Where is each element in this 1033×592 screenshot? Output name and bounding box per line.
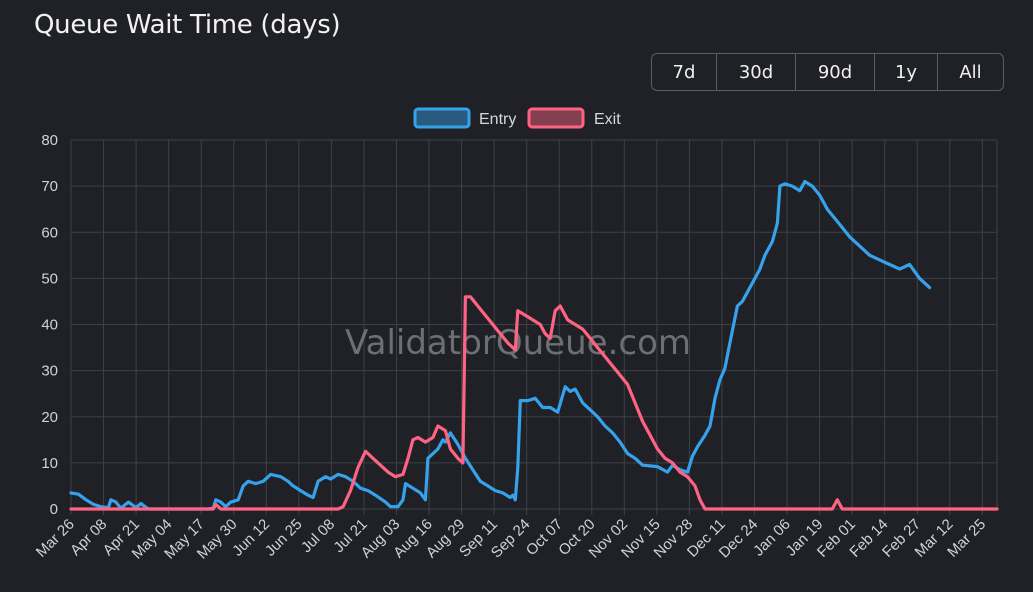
- y-tick-label: 10: [41, 455, 58, 472]
- legend-exit-label[interactable]: Exit: [594, 111, 621, 128]
- page-title: Queue Wait Time (days): [34, 10, 341, 40]
- x-tick-label: Jun 25: [262, 516, 306, 560]
- y-tick-label: 50: [41, 270, 58, 287]
- legend-entry-swatch[interactable]: [413, 107, 471, 129]
- range-7d-button[interactable]: 7d: [652, 54, 716, 90]
- x-tick-label: Mar 26: [33, 516, 78, 561]
- legend-exit-swatch[interactable]: [527, 107, 585, 129]
- y-tick-label: 70: [41, 178, 58, 195]
- series-line-entry: [69, 179, 932, 511]
- y-axis: 0 10 20 30 40 50 60 70 80: [41, 132, 58, 518]
- range-1y-button[interactable]: 1y: [874, 54, 937, 90]
- legend-entry-label[interactable]: Entry: [479, 111, 516, 128]
- y-tick-label: 30: [41, 363, 58, 380]
- y-tick-label: 60: [41, 224, 58, 241]
- y-tick-label: 0: [50, 501, 58, 518]
- y-tick-label: 40: [41, 317, 58, 334]
- x-tick-label: Jul 08: [298, 516, 338, 556]
- chart-legend: Entry Exit: [413, 107, 621, 129]
- chart-series: [69, 179, 999, 511]
- range-all-button[interactable]: All: [937, 54, 1003, 90]
- time-range-selector: 7d 30d 90d 1y All: [651, 53, 1004, 91]
- chart-grid: [70, 139, 998, 515]
- y-tick-label: 20: [41, 409, 58, 426]
- y-tick-label: 80: [41, 132, 58, 149]
- range-30d-button[interactable]: 30d: [716, 54, 795, 90]
- range-90d-button[interactable]: 90d: [795, 54, 874, 90]
- series-line-exit: [69, 295, 999, 511]
